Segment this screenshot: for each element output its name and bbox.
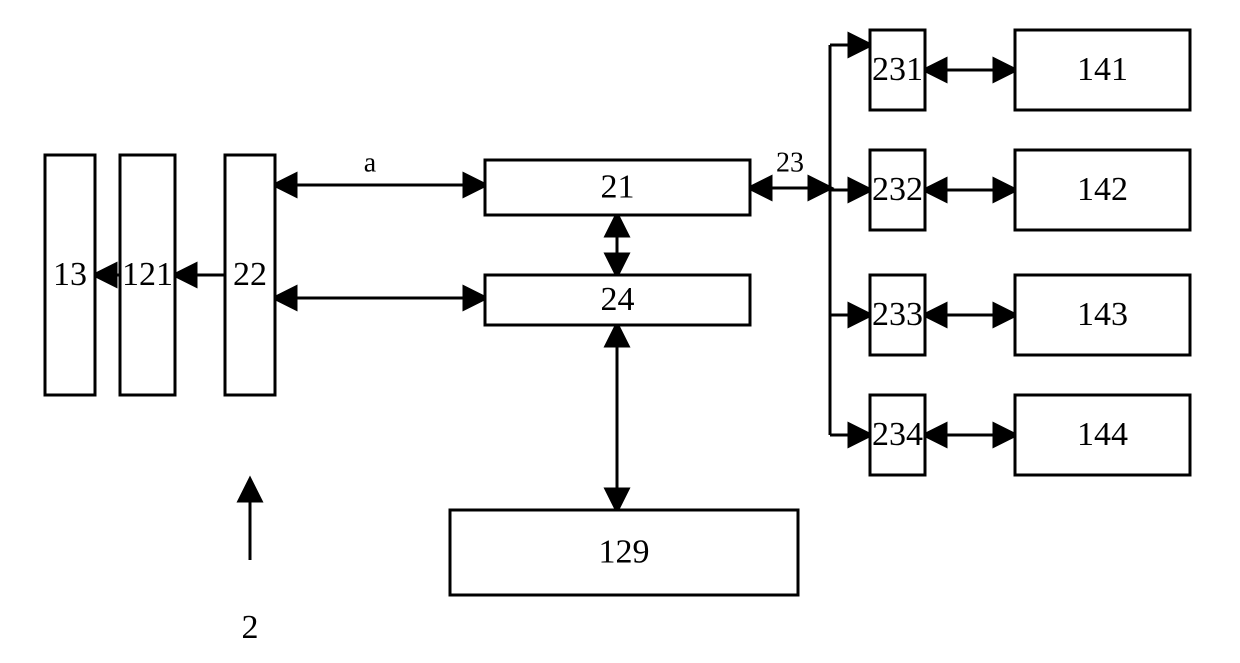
edge-label: 23 [776, 147, 804, 178]
node-label: 129 [599, 533, 650, 570]
node-label: 22 [233, 256, 267, 293]
node-n231: 231 [870, 30, 925, 110]
node-label: 232 [872, 171, 923, 208]
node-label: 231 [872, 51, 923, 88]
annotation-label: 2 [242, 609, 259, 646]
node-n21: 21 [485, 160, 750, 215]
node-label: 21 [601, 168, 635, 205]
node-label: 24 [601, 281, 635, 318]
node-n144: 144 [1015, 395, 1190, 475]
node-label: 142 [1077, 171, 1128, 208]
node-label: 13 [53, 256, 87, 293]
node-n142: 142 [1015, 150, 1190, 230]
node-n141: 141 [1015, 30, 1190, 110]
node-n121: 121 [120, 155, 175, 395]
node-n24: 24 [485, 275, 750, 325]
node-label: 143 [1077, 296, 1128, 333]
node-label: 141 [1077, 51, 1128, 88]
edge-label: a [364, 147, 377, 178]
node-label: 144 [1077, 416, 1128, 453]
node-label: 121 [122, 256, 173, 293]
node-n13: 13 [45, 155, 95, 395]
node-n22: 22 [225, 155, 275, 395]
node-n233: 233 [870, 275, 925, 355]
node-n143: 143 [1015, 275, 1190, 355]
node-n234: 234 [870, 395, 925, 475]
node-label: 233 [872, 296, 923, 333]
node-n129: 129 [450, 510, 798, 595]
node-n232: 232 [870, 150, 925, 230]
node-label: 234 [872, 416, 923, 453]
